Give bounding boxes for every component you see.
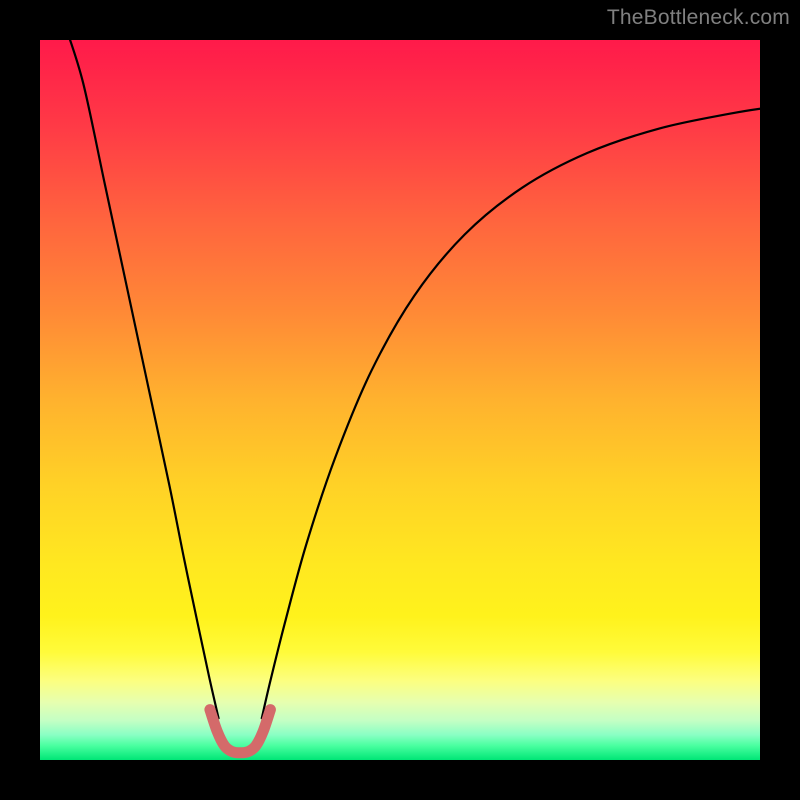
bottleneck-curve-right bbox=[262, 108, 760, 719]
chart-root: TheBottleneck.com bbox=[0, 0, 800, 800]
curve-svg bbox=[40, 40, 760, 760]
watermark-text: TheBottleneck.com bbox=[607, 6, 790, 30]
plot-area bbox=[40, 40, 760, 760]
bottleneck-curve-left bbox=[65, 40, 218, 718]
